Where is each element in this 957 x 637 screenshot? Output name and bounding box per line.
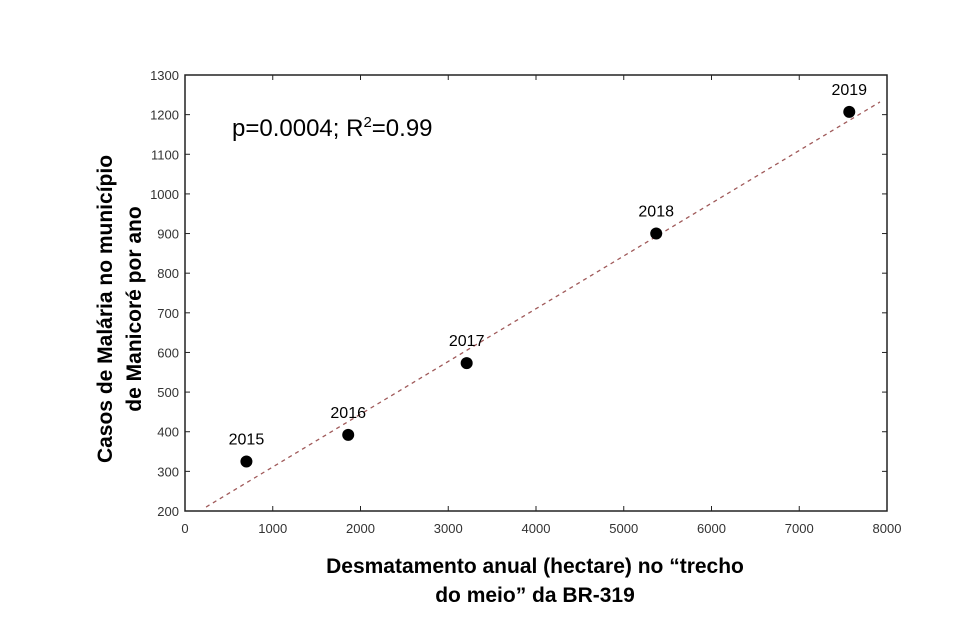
point-label-2019: 2019 [831, 82, 867, 99]
x-tick-label: 8000 [873, 521, 902, 536]
x-tick-label: 3000 [434, 521, 463, 536]
y-axis-label: Casos de Malária no município de Manicor… [91, 59, 149, 559]
stats-annotation: p=0.0004; R2=0.99 [232, 114, 433, 142]
x-tick-label: 1000 [258, 521, 287, 536]
y-tick-label: 900 [157, 227, 179, 242]
point-label-2018: 2018 [638, 204, 674, 221]
x-tick-label: 4000 [522, 521, 551, 536]
trend-line [205, 101, 881, 508]
y-tick-label: 1000 [150, 187, 179, 202]
y-axis-label-line-2: de Manicoré por ano [123, 206, 146, 412]
x-tick-label: 7000 [785, 521, 814, 536]
y-tick-label: 800 [157, 266, 179, 281]
plot-area-frame [184, 74, 888, 512]
x-tick-label: 6000 [697, 521, 726, 536]
x-tick-label: 5000 [609, 521, 638, 536]
y-tick-label: 300 [157, 464, 179, 479]
y-tick-label: 700 [157, 306, 179, 321]
y-tick-label: 1300 [150, 68, 179, 83]
data-point-2018 [650, 227, 663, 240]
point-label-2017: 2017 [449, 333, 485, 350]
y-tick-label: 500 [157, 385, 179, 400]
data-point-2019 [843, 105, 856, 118]
point-label-2015: 2015 [229, 431, 265, 448]
y-axis-label-line-1: Casos de Malária no município [94, 154, 117, 464]
y-tick-label: 1200 [150, 108, 179, 123]
point-label-2016: 2016 [330, 405, 366, 422]
x-tick-label: 0 [181, 521, 188, 536]
x-tick-label: 2000 [346, 521, 375, 536]
y-tick-label: 600 [157, 345, 179, 360]
x-axis-label-line-2: do meio” da BR-319 [435, 584, 635, 607]
x-axis-label-line-1: Desmatamento anual (hectare) no “trecho [326, 555, 744, 578]
data-point-2017 [460, 357, 473, 370]
x-axis-label: Desmatamento anual (hectare) no “trecho … [180, 552, 890, 610]
y-tick-label: 1100 [151, 147, 179, 162]
data-point-2016 [342, 428, 355, 441]
data-point-2015 [240, 455, 253, 468]
y-tick-label: 200 [157, 504, 179, 519]
y-tick-label: 400 [157, 425, 179, 440]
